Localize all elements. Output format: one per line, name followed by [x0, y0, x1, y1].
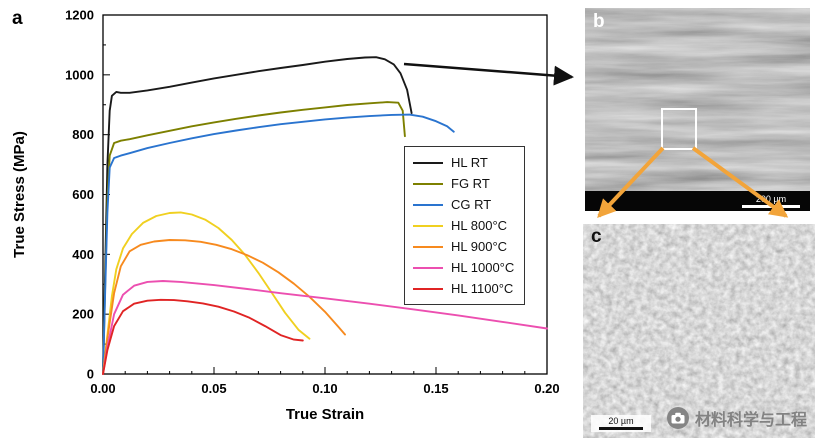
legend-line-swatch	[413, 287, 443, 290]
legend-label: HL 1000°C	[451, 260, 515, 275]
stress-strain-chart: 0.00 0.05 0.10 0.15 0.20 0 200 400 600 800 1000 120…	[11, 8, 560, 424]
svg-text:200: 200	[72, 307, 94, 322]
legend-entry: HL 1000°C	[413, 257, 514, 278]
x-axis-label: True Strain	[286, 406, 364, 423]
camera-icon	[666, 407, 689, 429]
panel-b-info-strip: 200 µm	[585, 191, 810, 211]
legend-line-swatch	[413, 203, 443, 206]
svg-text:800: 800	[72, 127, 94, 142]
series-fg-rt	[102, 101, 406, 375]
legend-label: HL 800°C	[451, 218, 508, 233]
series-cg-rt	[102, 113, 455, 375]
svg-text:0.10: 0.10	[312, 381, 337, 396]
series-hl-1000-c	[102, 280, 548, 375]
scale-bar-c: 20 µm	[591, 415, 651, 432]
panel-a-label: a	[12, 8, 23, 29]
scale-bar-b-label: 200 µm	[755, 193, 787, 204]
legend-label: CG RT	[451, 197, 492, 212]
region-of-interest-box	[661, 108, 697, 150]
legend-entry: HL RT	[413, 152, 514, 173]
legend-entry: FG RT	[413, 173, 514, 194]
legend-line-swatch	[413, 182, 443, 185]
scale-bar-c-label: 20 µm	[608, 416, 634, 426]
scale-bar-b: 200 µm	[742, 193, 800, 208]
panel-a-chart: a 0.00 0.05 0.10 0.15 0.20 0 200 400 600 800 1000 1…	[11, 8, 560, 424]
sem-image-c	[583, 224, 815, 438]
series-hl-1100-c	[102, 298, 304, 375]
legend-entry: HL 900°C	[413, 236, 514, 257]
legend-entry: HL 1100°C	[413, 278, 514, 299]
panel-b-label: b	[593, 11, 605, 32]
legend-line-swatch	[413, 245, 443, 248]
y-axis-label: True Stress (MPa)	[11, 131, 28, 258]
legend-entry: CG RT	[413, 194, 514, 215]
legend-line-swatch	[413, 161, 443, 164]
legend-line-swatch	[413, 266, 443, 269]
axis-tick-labels: 0.00 0.05 0.10 0.15 0.20 0 200 400 600 800 1000 120…	[65, 8, 560, 397]
svg-text:600: 600	[72, 187, 94, 202]
series-hl-800-c	[102, 211, 311, 375]
legend-label: HL 900°C	[451, 239, 508, 254]
legend-label: FG RT	[451, 176, 490, 191]
legend-entry: HL 800°C	[413, 215, 514, 236]
panel-b-micrograph: b 200 µm	[585, 8, 810, 211]
legend-line-swatch	[413, 224, 443, 227]
svg-text:0: 0	[87, 367, 94, 382]
svg-text:0.00: 0.00	[90, 381, 115, 396]
svg-text:0.20: 0.20	[534, 381, 559, 396]
legend-label: HL 1100°C	[451, 281, 514, 296]
sem-image-b	[585, 8, 810, 211]
scale-bar-c-line	[599, 427, 643, 430]
watermark: 材料科学与工程	[666, 406, 807, 430]
svg-text:0.05: 0.05	[201, 381, 226, 396]
series-hl-rt	[102, 56, 413, 375]
svg-text:400: 400	[72, 247, 94, 262]
svg-text:0.15: 0.15	[423, 381, 448, 396]
series-hl-900-c	[102, 239, 346, 375]
panel-c-micrograph: c 20 µm 材料科学与工程	[583, 224, 815, 438]
panel-c-label: c	[591, 226, 602, 247]
scale-bar-b-line	[742, 204, 800, 208]
legend-label: HL RT	[451, 155, 488, 170]
watermark-text: 材料科学与工程	[694, 412, 807, 429]
svg-text:1000: 1000	[65, 67, 94, 82]
svg-text:1200: 1200	[65, 8, 94, 23]
chart-legend: HL RT FG RT CG RT HL 800°C HL 900°C HL 1000°C…	[404, 146, 526, 305]
